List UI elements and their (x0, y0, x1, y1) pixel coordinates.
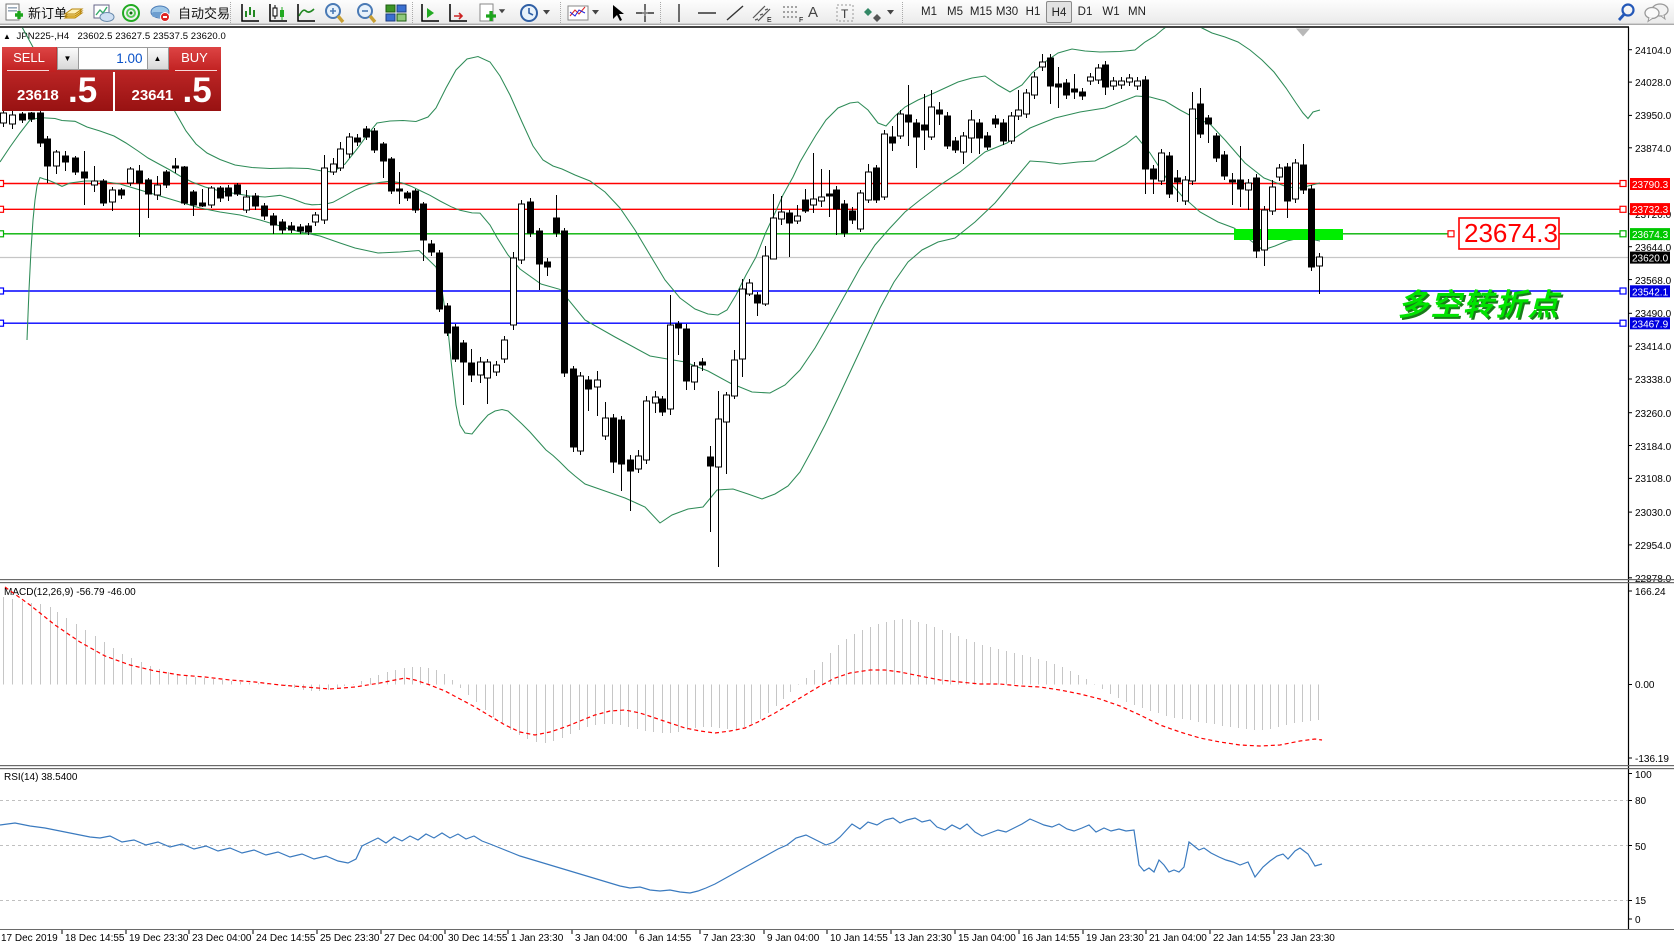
svg-text:23260.0: 23260.0 (1635, 409, 1672, 420)
svg-text:100: 100 (1635, 770, 1652, 781)
svg-text:F: F (799, 17, 803, 24)
svg-text:7 Jan 23:30: 7 Jan 23:30 (703, 933, 756, 944)
svg-text:23542.1: 23542.1 (1632, 287, 1669, 298)
svg-text:23950.0: 23950.0 (1635, 111, 1672, 122)
svg-text:23338.0: 23338.0 (1635, 375, 1672, 386)
svg-text:23874.0: 23874.0 (1635, 144, 1672, 155)
svg-text:18 Dec 14:55: 18 Dec 14:55 (65, 933, 125, 944)
svg-text:24028.0: 24028.0 (1635, 78, 1672, 89)
svg-text:23467.9: 23467.9 (1632, 319, 1669, 330)
svg-text:E: E (767, 17, 772, 24)
svg-text:23674.3: 23674.3 (1464, 218, 1558, 248)
svg-text:19 Jan 23:30: 19 Jan 23:30 (1086, 933, 1144, 944)
svg-text:23620.0: 23620.0 (1632, 254, 1669, 265)
svg-text:23720.0: 23720.0 (1635, 210, 1672, 221)
svg-text:19 Dec 23:30: 19 Dec 23:30 (129, 933, 189, 944)
svg-text:23568.0: 23568.0 (1635, 276, 1672, 287)
svg-text:17 Dec 2019: 17 Dec 2019 (1, 933, 58, 944)
svg-text:多空转折点: 多空转折点 (1398, 289, 1562, 322)
svg-text:15: 15 (1635, 896, 1647, 907)
svg-text:0: 0 (1635, 915, 1641, 926)
svg-text:166.24: 166.24 (1635, 587, 1666, 598)
svg-text:22 Jan 14:55: 22 Jan 14:55 (1213, 933, 1271, 944)
svg-text:16 Jan 14:55: 16 Jan 14:55 (1022, 933, 1080, 944)
svg-text:6 Jan 14:55: 6 Jan 14:55 (639, 933, 692, 944)
svg-text:-136.19: -136.19 (1635, 754, 1669, 765)
svg-text:27 Dec 04:00: 27 Dec 04:00 (384, 933, 444, 944)
svg-text:T: T (841, 7, 849, 21)
svg-text:1 Jan 23:30: 1 Jan 23:30 (511, 933, 564, 944)
svg-text:15 Jan 04:00: 15 Jan 04:00 (958, 933, 1016, 944)
svg-text:24 Dec 14:55: 24 Dec 14:55 (256, 933, 316, 944)
svg-text:23790.3: 23790.3 (1632, 180, 1669, 191)
svg-text:3 Jan 04:00: 3 Jan 04:00 (575, 933, 628, 944)
svg-text:21 Jan 04:00: 21 Jan 04:00 (1149, 933, 1207, 944)
svg-text:23674.3: 23674.3 (1632, 230, 1669, 241)
svg-text:10 Jan 14:55: 10 Jan 14:55 (830, 933, 888, 944)
svg-text:23732.3: 23732.3 (1632, 205, 1669, 216)
svg-text:9 Jan 04:00: 9 Jan 04:00 (767, 933, 820, 944)
svg-text:MACD(12,26,9) -56.79 -46.00: MACD(12,26,9) -56.79 -46.00 (4, 587, 136, 598)
svg-text:23030.0: 23030.0 (1635, 508, 1672, 519)
svg-text:23490.0: 23490.0 (1635, 309, 1672, 320)
svg-text:23108.0: 23108.0 (1635, 474, 1672, 485)
svg-text:50: 50 (1635, 842, 1647, 853)
svg-text:23 Dec 04:00: 23 Dec 04:00 (192, 933, 252, 944)
svg-text:22954.0: 22954.0 (1635, 541, 1672, 552)
svg-text:23644.0: 23644.0 (1635, 243, 1672, 254)
svg-text:80: 80 (1635, 796, 1647, 807)
svg-text:多空转折点: 多空转折点 (1400, 291, 1564, 324)
svg-text:25 Dec 23:30: 25 Dec 23:30 (320, 933, 380, 944)
svg-text:13 Jan 23:30: 13 Jan 23:30 (894, 933, 952, 944)
svg-text:0.00: 0.00 (1635, 680, 1655, 691)
svg-text:24104.0: 24104.0 (1635, 46, 1672, 57)
svg-text:23 Jan 23:30: 23 Jan 23:30 (1277, 933, 1335, 944)
svg-text:23184.0: 23184.0 (1635, 442, 1672, 453)
svg-text:30 Dec 14:55: 30 Dec 14:55 (448, 933, 508, 944)
svg-text:23414.0: 23414.0 (1635, 342, 1672, 353)
svg-text:RSI(14) 38.5400: RSI(14) 38.5400 (4, 772, 78, 783)
